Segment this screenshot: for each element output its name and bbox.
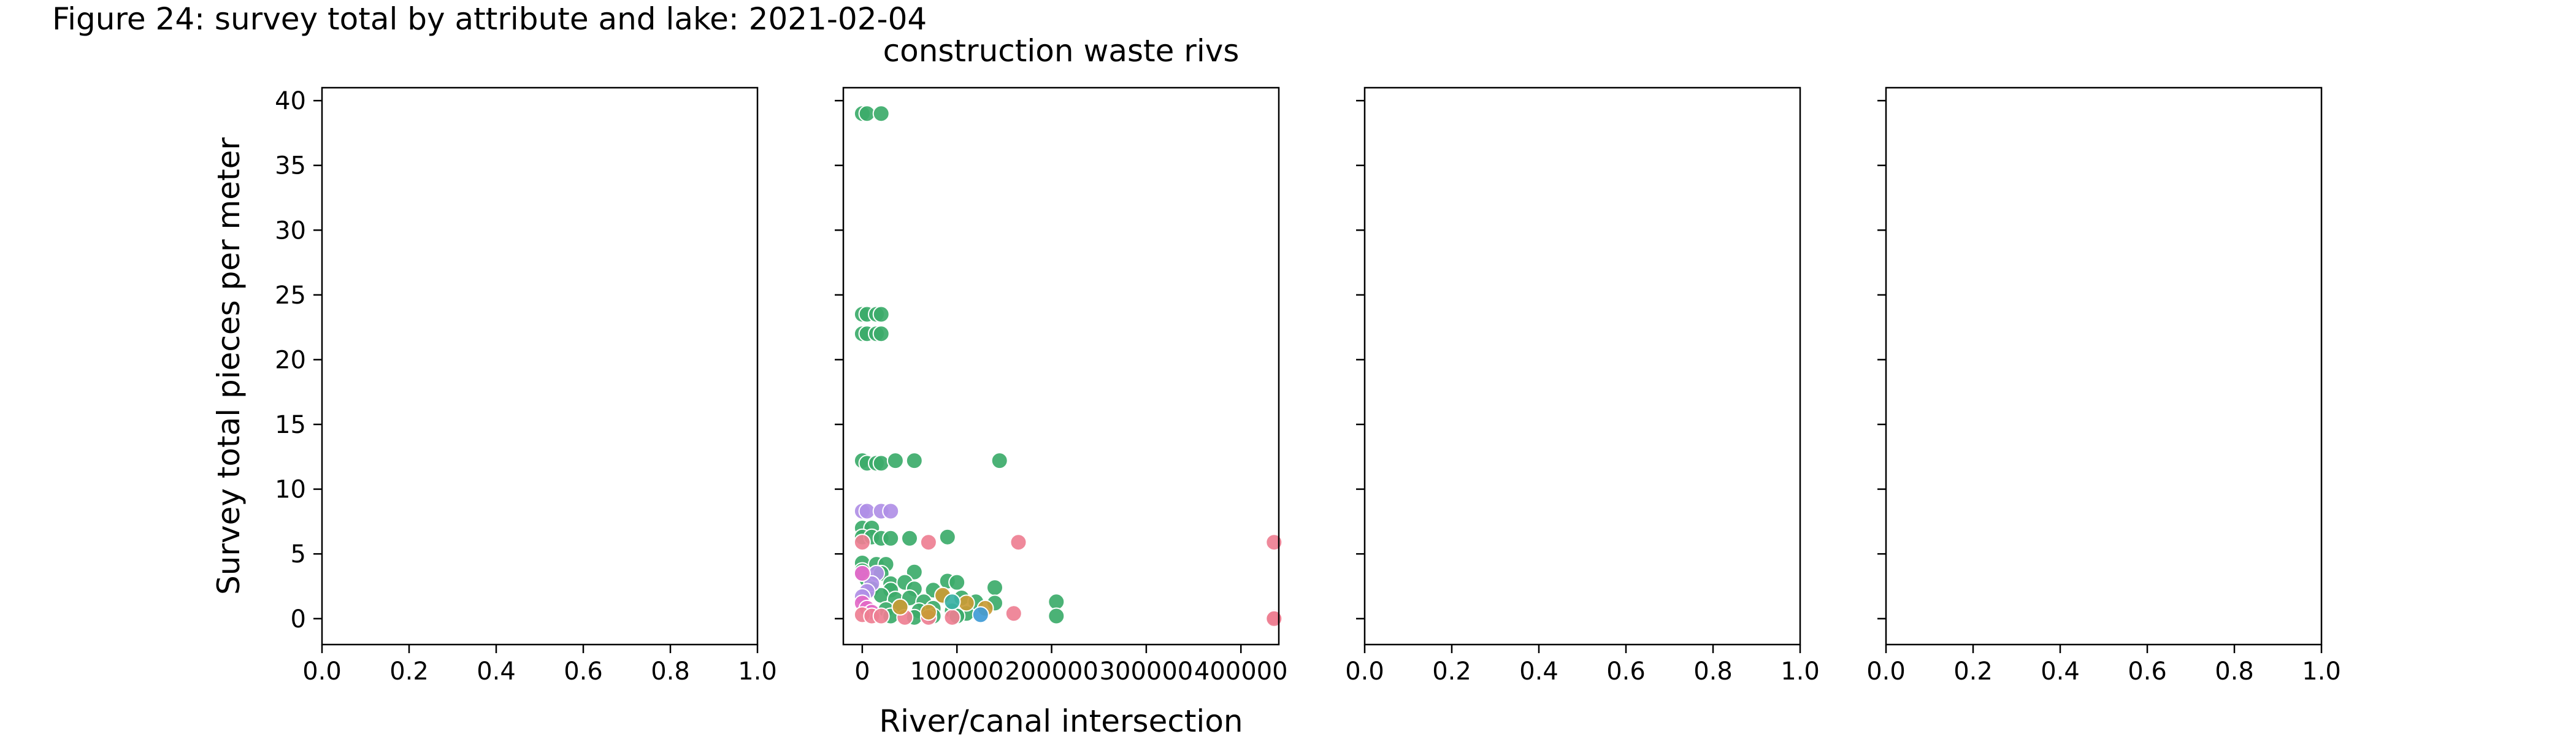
data-point-pink (1265, 534, 1283, 551)
x-tick-label: 0.2 (1953, 657, 1993, 686)
data-point-green (948, 573, 966, 591)
data-point-green (872, 105, 890, 123)
x-tick-label: 0.6 (1606, 657, 1646, 686)
x-tick-label: 0.2 (1432, 657, 1471, 686)
x-tick-label: 1.0 (2302, 657, 2341, 686)
data-point-green (901, 529, 918, 547)
subplot-1: 0.0 0.2 0.4 0.6 0.8 1.0 0 5 10 15 20 25 30 35 40 Survey… (211, 86, 777, 686)
data-point-magenta (853, 564, 871, 582)
y-tick-label: 10 (275, 476, 306, 504)
y-tick-label: 25 (275, 281, 306, 310)
data-point-green (905, 452, 923, 470)
figure-title: Figure 24: survey total by attribute and… (52, 1, 927, 37)
x-tick-label: 400000 (1194, 657, 1288, 686)
data-point-green (872, 454, 890, 472)
x-tick-label: 1.0 (738, 657, 777, 686)
data-point-olive (957, 594, 975, 612)
data-point-teal (943, 593, 961, 611)
data-point-green (986, 579, 1003, 597)
x-tick-label: 0.0 (1866, 657, 1906, 686)
data-point-pink (1265, 610, 1283, 627)
data-point-green (1048, 607, 1065, 625)
data-point-pink (919, 534, 937, 551)
data-point-pink (1005, 605, 1022, 622)
x-tick-label: 0.6 (2128, 657, 2167, 686)
subplot-3: 0.0 0.2 0.4 0.6 0.8 1.0 (1345, 86, 1820, 686)
data-point-green (882, 529, 900, 547)
x-tick-label: 0.8 (2215, 657, 2254, 686)
x-tick-label: 0.0 (302, 657, 342, 686)
x-tick-label: 0.4 (2041, 657, 2080, 686)
x-tick-label: 300000 (1100, 657, 1194, 686)
x-tick-label: 0.4 (477, 657, 516, 686)
data-point-green (991, 452, 1008, 470)
y-tick-label: 0 (291, 605, 306, 634)
data-point-pink (943, 608, 961, 626)
data-point-green (938, 528, 956, 546)
y-tick-label: 40 (275, 87, 306, 115)
data-point-pink (1010, 534, 1027, 551)
scatter-points (853, 105, 1283, 627)
plot-area-frame (321, 86, 759, 646)
x-tick-label: 0.8 (651, 657, 690, 686)
x-tick-label: 0 (854, 657, 870, 686)
subplot-title: construction waste rivs (883, 33, 1240, 69)
x-tick-label: 0.0 (1345, 657, 1384, 686)
x-tick-label: 1.0 (1781, 657, 1820, 686)
data-point-green (872, 305, 890, 323)
data-point-green (872, 325, 890, 343)
x-tick-label: 0.8 (1693, 657, 1733, 686)
x-axis-label: River/canal intersection (879, 703, 1243, 736)
data-point-green (886, 452, 904, 470)
data-point-blue (972, 606, 989, 624)
x-tick-label: 0.4 (1519, 657, 1558, 686)
data-point-pink (872, 607, 890, 625)
x-tick-label: 200000 (1005, 657, 1098, 686)
plot-area-frame (1885, 86, 2323, 646)
x-tick-label: 0.6 (564, 657, 603, 686)
plot-area-frame (842, 86, 1280, 646)
y-axis-label: Survey total pieces per meter (211, 137, 247, 595)
data-point-purple (882, 502, 900, 520)
y-tick-label: 30 (275, 216, 306, 245)
y-tick-label: 35 (275, 152, 306, 180)
data-point-olive (891, 598, 909, 616)
x-tick-label: 0.2 (389, 657, 429, 686)
data-point-green (1048, 593, 1065, 611)
plot-area-frame (1363, 86, 1801, 646)
y-tick-label: 5 (291, 540, 306, 569)
y-tick-label: 20 (275, 346, 306, 374)
subplot-2: 0 100000 200000 300000 400000 construction wa… (835, 33, 1288, 739)
data-point-pink (853, 534, 871, 551)
subplot-4: 0.0 0.2 0.4 0.6 0.8 1.0 (1866, 86, 2341, 686)
data-point-olive (919, 603, 937, 621)
x-tick-label: 100000 (910, 657, 1004, 686)
y-tick-label: 15 (275, 411, 306, 439)
